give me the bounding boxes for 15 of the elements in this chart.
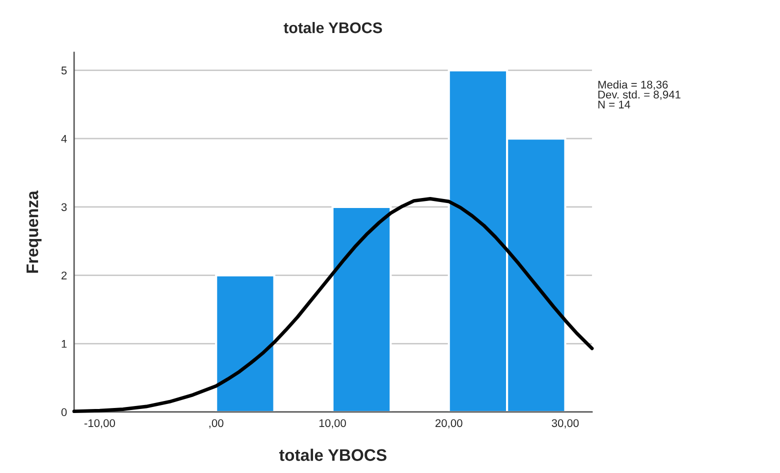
y-tick-label: 3 [61, 203, 67, 212]
y-tick-label: 0 [61, 408, 67, 416]
y-tick-label: 4 [61, 134, 67, 143]
x-tick-label: 30,00 [552, 419, 579, 428]
y-tick-label: 5 [61, 66, 67, 74]
y-tick-label: 1 [62, 340, 67, 348]
chart-title: totale YBOCS [284, 22, 382, 34]
text: Media = 18,36 Dev. std. = 8,941 N = 14 [598, 80, 680, 108]
x-tick-label: -10,00 [84, 419, 116, 428]
x-axis-title: totale YBOCS [279, 448, 386, 461]
x-tick-label: ,00 [209, 419, 224, 428]
y-axis-title: Frequenza [26, 190, 42, 273]
x-tick-label: 20,00 [436, 419, 462, 428]
x-tick-label: 10,00 [319, 419, 346, 428]
y-tick-label: 2 [62, 272, 67, 280]
